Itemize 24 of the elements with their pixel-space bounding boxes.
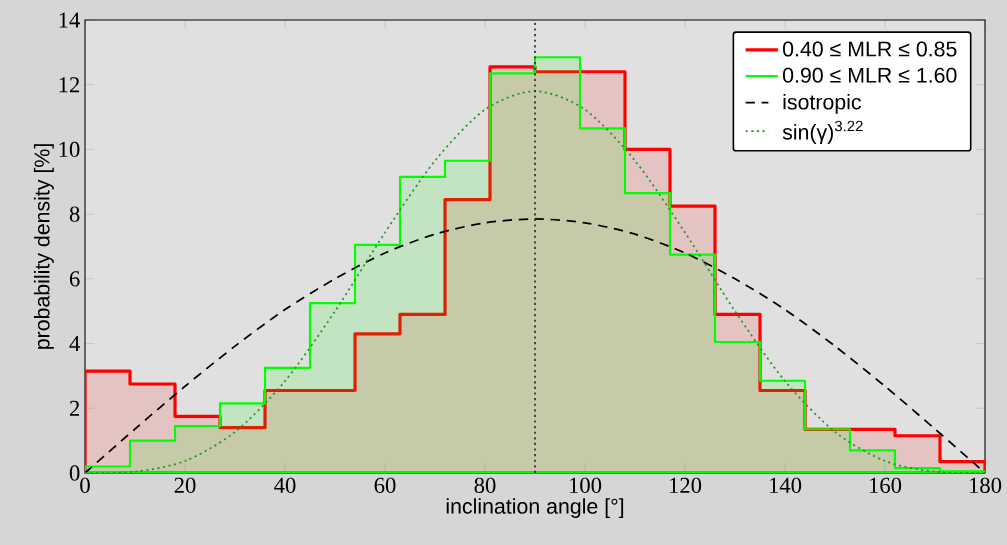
y-tick-label: 10: [59, 141, 80, 158]
legend-label: 0.40 ≤ MLR ≤ 0.85: [783, 41, 957, 57]
x-axis-title: inclination angle [°]: [446, 498, 624, 519]
x-tick-label: 0: [80, 477, 90, 493]
y-axis-title: probability density [%]: [33, 144, 54, 349]
y-tick-label: 4: [69, 336, 80, 352]
y-tick-label: 12: [59, 77, 80, 93]
legend-label: isotropic: [783, 93, 862, 114]
x-tick-label: 100: [569, 477, 602, 493]
x-tick-label: 180: [969, 477, 1002, 493]
x-tick-label: 160: [869, 477, 902, 493]
y-tick-label: 8: [69, 206, 80, 222]
x-tick-label: 140: [769, 477, 802, 493]
x-tick-label: 40: [274, 477, 296, 493]
y-tick-label: 6: [69, 271, 80, 287]
y-tick-label: 14: [59, 12, 80, 28]
y-tick-label: 0: [69, 465, 80, 481]
legend-label: 0.90 ≤ MLR ≤ 1.60: [783, 67, 957, 83]
x-tick-label: 20: [174, 477, 196, 493]
y-tick-label: 2: [69, 400, 80, 416]
x-tick-label: 60: [374, 477, 396, 493]
legend-label: sin(γ)$^{3.22}$: [782, 120, 863, 144]
x-tick-label: 120: [669, 477, 702, 493]
x-tick-label: 80: [474, 477, 496, 493]
